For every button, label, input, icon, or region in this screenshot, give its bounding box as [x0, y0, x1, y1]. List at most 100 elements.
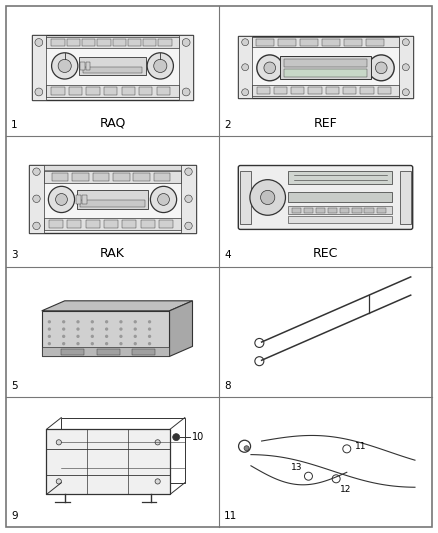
Text: REC: REC	[313, 247, 338, 260]
Circle shape	[105, 320, 108, 324]
Bar	[328, 208, 337, 213]
Bar	[378, 87, 391, 94]
Bar	[316, 208, 325, 213]
Bar	[289, 216, 392, 223]
Circle shape	[264, 62, 276, 74]
Bar	[83, 67, 142, 74]
Circle shape	[119, 349, 123, 353]
Circle shape	[182, 38, 190, 46]
Text: REF: REF	[314, 117, 337, 130]
Bar	[51, 38, 65, 46]
Bar	[43, 218, 181, 230]
Bar	[134, 173, 150, 181]
Text: 12: 12	[340, 485, 352, 494]
Bar	[82, 38, 95, 46]
Text: 13: 13	[291, 463, 303, 472]
Circle shape	[48, 320, 51, 324]
Text: 4: 4	[224, 251, 231, 261]
Bar	[67, 38, 80, 46]
Circle shape	[147, 53, 173, 79]
Bar	[49, 220, 63, 228]
Circle shape	[105, 342, 108, 345]
Bar	[81, 62, 85, 70]
Bar	[304, 208, 313, 213]
Circle shape	[185, 222, 192, 230]
Circle shape	[148, 320, 151, 324]
Circle shape	[105, 349, 108, 353]
Bar	[79, 56, 146, 75]
Circle shape	[33, 168, 40, 175]
Text: RAQ: RAQ	[99, 117, 126, 130]
Bar	[132, 349, 155, 354]
Bar	[300, 39, 318, 46]
Text: RAK: RAK	[100, 247, 125, 260]
Bar	[32, 35, 194, 100]
Circle shape	[52, 53, 78, 79]
Circle shape	[332, 475, 340, 483]
Bar	[291, 87, 304, 94]
Bar	[156, 87, 170, 95]
Circle shape	[62, 327, 65, 331]
Bar	[82, 195, 87, 204]
Circle shape	[48, 349, 51, 353]
Bar	[252, 85, 399, 96]
Bar	[289, 192, 392, 202]
Text: 3: 3	[11, 251, 18, 261]
Bar	[139, 87, 152, 95]
Circle shape	[343, 445, 351, 453]
Circle shape	[48, 187, 74, 213]
Bar	[86, 62, 90, 70]
Bar	[76, 195, 81, 204]
Bar	[377, 208, 386, 213]
Circle shape	[48, 335, 51, 338]
Circle shape	[119, 327, 123, 331]
Bar	[278, 39, 296, 46]
Circle shape	[134, 342, 137, 345]
Circle shape	[134, 327, 137, 331]
Bar	[292, 208, 301, 213]
Bar	[52, 173, 68, 181]
Bar	[343, 87, 356, 94]
Circle shape	[56, 440, 61, 445]
Circle shape	[239, 440, 251, 452]
Bar	[366, 39, 384, 46]
Bar	[80, 200, 145, 207]
Circle shape	[62, 349, 65, 353]
Bar	[274, 87, 287, 94]
Circle shape	[242, 64, 249, 71]
Polygon shape	[42, 301, 193, 311]
Bar	[252, 37, 399, 47]
Circle shape	[91, 320, 94, 324]
Bar	[29, 165, 43, 232]
Circle shape	[368, 55, 394, 81]
Bar	[154, 173, 170, 181]
Bar	[69, 87, 82, 95]
Bar	[128, 38, 141, 46]
Bar	[43, 165, 181, 171]
Bar	[141, 220, 155, 228]
Circle shape	[119, 320, 123, 324]
Circle shape	[58, 59, 71, 72]
Text: 8: 8	[224, 381, 231, 391]
Circle shape	[155, 479, 160, 484]
Circle shape	[91, 335, 94, 338]
Bar	[399, 36, 413, 99]
Circle shape	[134, 335, 137, 338]
Circle shape	[119, 342, 123, 345]
Circle shape	[76, 335, 80, 338]
Bar	[344, 39, 362, 46]
Circle shape	[76, 349, 80, 353]
Circle shape	[185, 168, 192, 175]
Circle shape	[403, 64, 409, 71]
Bar	[46, 85, 179, 97]
Circle shape	[62, 320, 65, 324]
Circle shape	[91, 342, 94, 345]
Bar	[238, 36, 413, 99]
Bar	[43, 171, 181, 182]
Bar	[67, 220, 81, 228]
Circle shape	[173, 434, 180, 441]
Circle shape	[76, 327, 80, 331]
Circle shape	[148, 349, 151, 353]
Circle shape	[76, 320, 80, 324]
Circle shape	[148, 342, 151, 345]
